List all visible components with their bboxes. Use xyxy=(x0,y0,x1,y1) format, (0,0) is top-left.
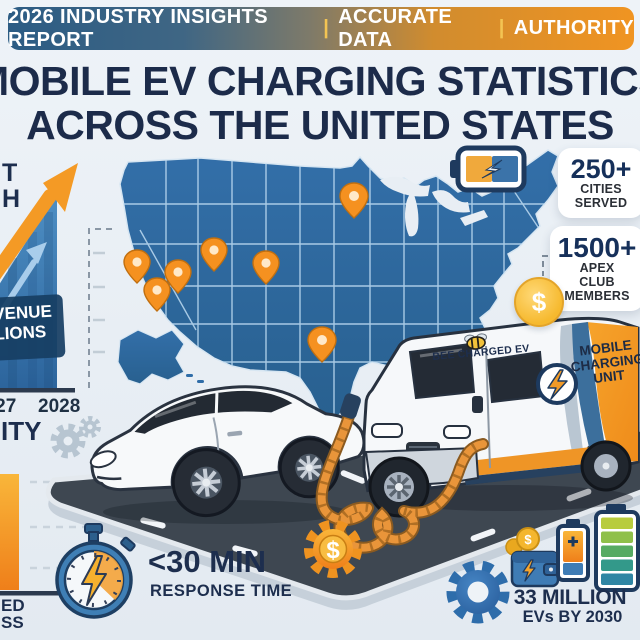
page-title: MOBILE EV CHARGING STATISTICS ACROSS THE… xyxy=(0,59,640,147)
van-blue-stripe xyxy=(571,322,608,466)
charging-plug xyxy=(339,393,361,419)
stat-card-cities: 250+ CITIES SERVED xyxy=(558,148,640,218)
revenue-label-box: VENUE LIONS xyxy=(0,294,66,361)
response-time-value: <30 MIN xyxy=(148,544,267,579)
van-mirror xyxy=(472,396,483,413)
car-front-wheel xyxy=(171,448,241,518)
alaska xyxy=(117,329,185,385)
banner-segment-2: ACCURATE DATA xyxy=(338,5,453,51)
money-gear-dollar: $ xyxy=(326,537,340,564)
stopwatch-icon xyxy=(55,523,136,619)
dollar-symbol: $ xyxy=(531,286,547,317)
van-orange-panel xyxy=(586,322,638,463)
car-rear-wheel xyxy=(278,437,340,499)
van-headlight xyxy=(371,423,403,438)
ev-projection-label: EVs BY 2030 xyxy=(522,608,623,626)
van-windshield xyxy=(408,342,476,400)
dollar-coin-icon: $ xyxy=(514,277,564,327)
van-side-label: MOBILE CHARGING UNIT xyxy=(569,337,640,387)
title-line-2: ACROSS THE UNITED STATES xyxy=(26,102,614,148)
chart-axis xyxy=(0,388,75,393)
left-edge-fragment-bottom: ED SS xyxy=(1,596,25,632)
van-rear-wheel xyxy=(580,440,632,492)
stopwatch-bolt xyxy=(81,555,107,606)
wallet-coin-dollar: $ xyxy=(524,532,532,547)
great-lakes xyxy=(380,176,488,237)
growth-label-fragment: T H xyxy=(2,159,21,213)
left-edge-fragment-ity: ITY xyxy=(1,416,42,446)
wallet-icon: $ xyxy=(505,527,560,588)
car-headlight xyxy=(89,450,117,469)
gray-gear-icon xyxy=(50,416,101,459)
banner-segment-1: 2026 INDUSTRY INSIGHTS REPORT xyxy=(8,5,268,51)
banner-separator: | xyxy=(498,17,505,39)
orange-trend-arrow xyxy=(0,189,57,280)
ev-projection-value: 33 MILLION xyxy=(513,586,627,609)
dashed-callout xyxy=(88,228,112,388)
money-gear-icon: $ xyxy=(304,520,362,578)
stat-value: 250+ xyxy=(570,154,632,184)
map-pin-icons xyxy=(123,182,369,363)
van-bolt-logo xyxy=(536,363,578,405)
bee-icon xyxy=(464,333,488,350)
banner-separator: | xyxy=(323,17,330,39)
stat-card-members: 1500+ APEX CLUB MEMBERS xyxy=(550,226,640,311)
van-front-wheel xyxy=(368,456,430,518)
blue-gear-icon xyxy=(446,560,510,624)
stat-value: 1500+ xyxy=(557,232,637,263)
charging-van xyxy=(362,316,640,518)
x-tick-2028: 2028 xyxy=(38,396,81,417)
small-battery-icon xyxy=(556,519,590,582)
lane-markings xyxy=(140,470,592,557)
big-battery-icon xyxy=(594,504,640,592)
car-roof-windows xyxy=(134,390,293,434)
banner-segment-3: AUTHORITY xyxy=(513,17,634,39)
title-line-1: MOBILE EV CHARGING STATISTICS xyxy=(0,58,640,104)
van-side-window xyxy=(486,350,546,404)
ev-car xyxy=(89,385,366,518)
top-banner: 2026 INDUSTRY INSIGHTS REPORT | ACCURATE… xyxy=(8,5,634,51)
response-time-label: RESPONSE TIME xyxy=(150,582,293,600)
x-tick-2027: 2027 xyxy=(0,396,17,417)
half-charged-battery-icon xyxy=(450,145,527,193)
